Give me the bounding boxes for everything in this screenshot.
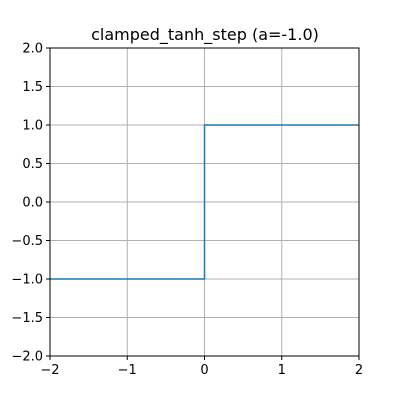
y-tick-label: 0.0 xyxy=(22,196,43,211)
x-tick-label: 1 xyxy=(278,363,286,378)
y-tick-label: −1.0 xyxy=(11,273,43,288)
y-tick-label: 0.5 xyxy=(22,157,43,172)
x-tick-label: 0 xyxy=(200,363,208,378)
series-line xyxy=(50,124,359,280)
x-tick-label: 2 xyxy=(355,363,363,378)
chart-title: clamped_tanh_step (a=-1.0) xyxy=(91,25,319,45)
y-tick-label: 1.5 xyxy=(22,80,43,95)
y-tick-label: −0.5 xyxy=(11,234,43,249)
x-tick-label: −2 xyxy=(40,363,59,378)
y-tick-label: −2.0 xyxy=(11,350,43,365)
ticks: −2 −1 0 1 2 −2.0 −1.5 −1.0 −0.5 0.0 0.5 1.0 1.5 2.0 xyxy=(11,42,363,379)
y-tick-label: 2.0 xyxy=(22,42,43,57)
y-tick-label: 1.0 xyxy=(22,119,43,134)
x-tick-label: −1 xyxy=(118,363,137,378)
series-layer xyxy=(50,124,359,280)
y-tick-label: −1.5 xyxy=(11,311,43,326)
